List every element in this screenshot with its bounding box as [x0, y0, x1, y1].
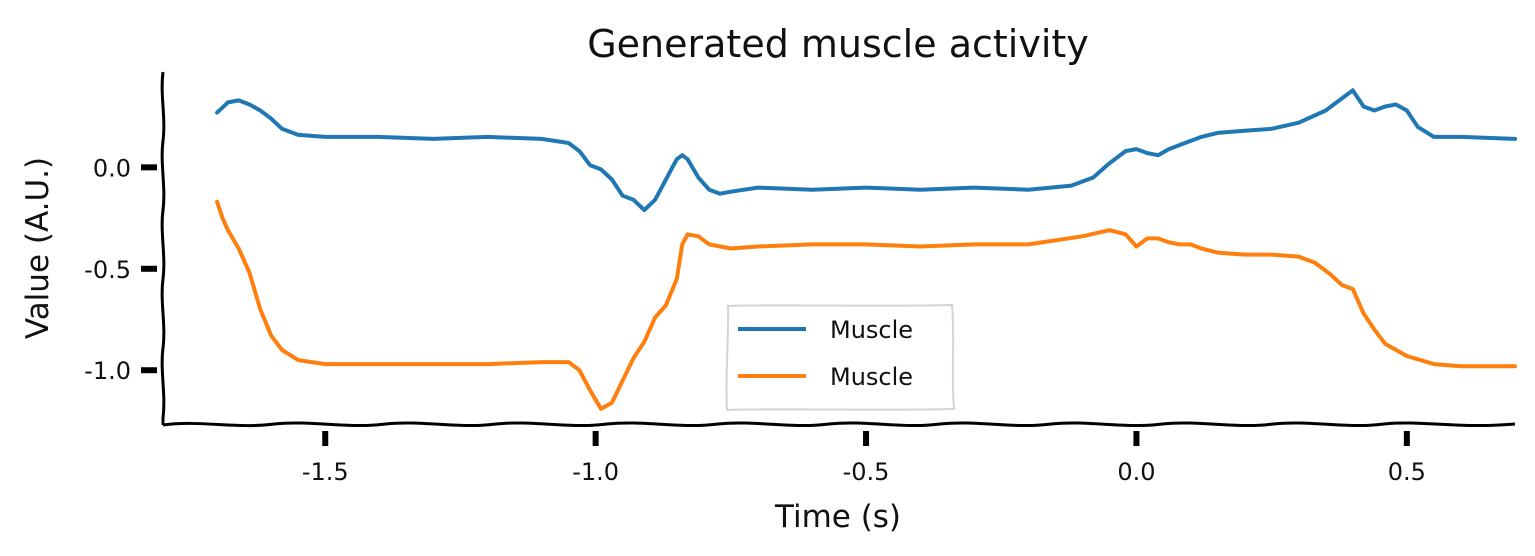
y-axis-label: Value (A.U.): [20, 157, 56, 339]
x-tick-label: 0.0: [1117, 458, 1155, 486]
x-axis-label: Time (s): [774, 499, 901, 535]
legend: Muscle Muscle: [725, 303, 956, 412]
x-tick-label: -1.0: [572, 458, 619, 486]
series-line-1: [215, 199, 1517, 411]
y-axis-line: [160, 71, 166, 425]
plot-lines: [215, 88, 1517, 411]
x-axis-line: [162, 421, 1516, 428]
y-tick-label: 0.0: [93, 154, 131, 182]
x-tick-label: -0.5: [843, 458, 890, 486]
legend-label-muscle: Muscle: [830, 363, 913, 391]
y-tick-label: -1.0: [84, 357, 131, 385]
y-ticks: 0.0 -0.5 -1.0: [84, 154, 157, 385]
y-tick-label: -0.5: [84, 256, 131, 284]
legend-label-muscle: Muscle: [830, 316, 913, 344]
x-ticks: -1.5 -1.0 -0.5 0.0 0.5: [302, 431, 1426, 486]
x-tick-label: -1.5: [302, 458, 349, 486]
series-line-0: [215, 88, 1517, 212]
x-tick-label: 0.5: [1388, 458, 1426, 486]
legend-frame: [725, 303, 956, 412]
chart-title: Generated muscle activity: [587, 22, 1089, 66]
